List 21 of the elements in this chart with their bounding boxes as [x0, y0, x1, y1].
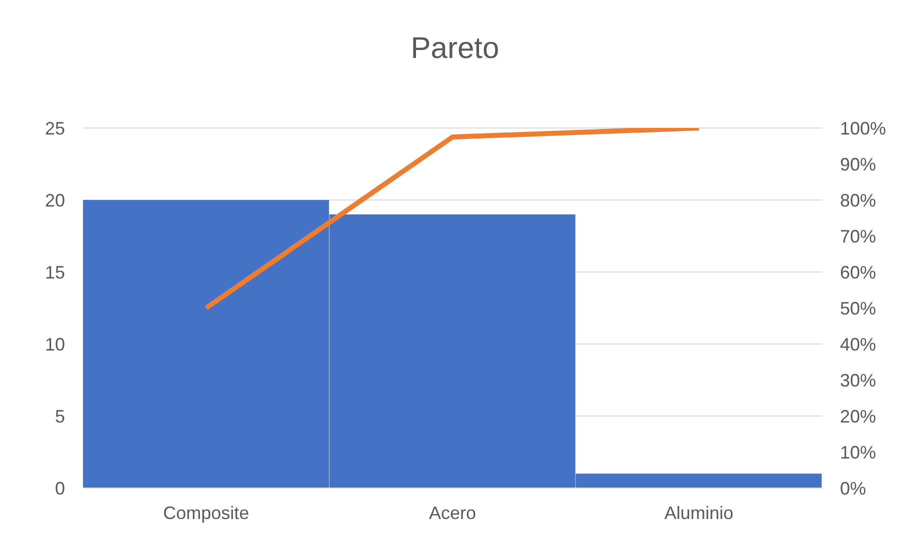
y-tick-label: 25: [44, 118, 65, 138]
chart-title: Pareto: [410, 31, 500, 67]
y-tick-label: 15: [44, 262, 65, 282]
x-tick-label: Acero: [428, 502, 476, 523]
y2-tick-label: 10%: [840, 442, 876, 462]
y-tick-label: 0: [54, 478, 65, 498]
y2-tick-label: 70%: [840, 226, 876, 246]
y2-tick-label: 20%: [840, 406, 876, 426]
y2-tick-label: 80%: [840, 190, 876, 210]
y2-tick-label: 30%: [840, 370, 876, 390]
x-tick-label: Aluminio: [664, 502, 734, 523]
y2-tick-label: 40%: [840, 334, 876, 354]
y2-tick-label: 90%: [840, 154, 876, 174]
y2-tick-label: 0%: [840, 478, 866, 498]
y2-tick-label: 60%: [840, 262, 876, 282]
y-tick-label: 10: [44, 334, 65, 354]
y2-tick-label: 100%: [840, 118, 886, 138]
y-tick-label: 5: [54, 406, 65, 426]
y-tick-label: 20: [44, 190, 65, 210]
x-tick-label: Composite: [163, 502, 250, 523]
y2-tick-label: 50%: [840, 298, 876, 318]
